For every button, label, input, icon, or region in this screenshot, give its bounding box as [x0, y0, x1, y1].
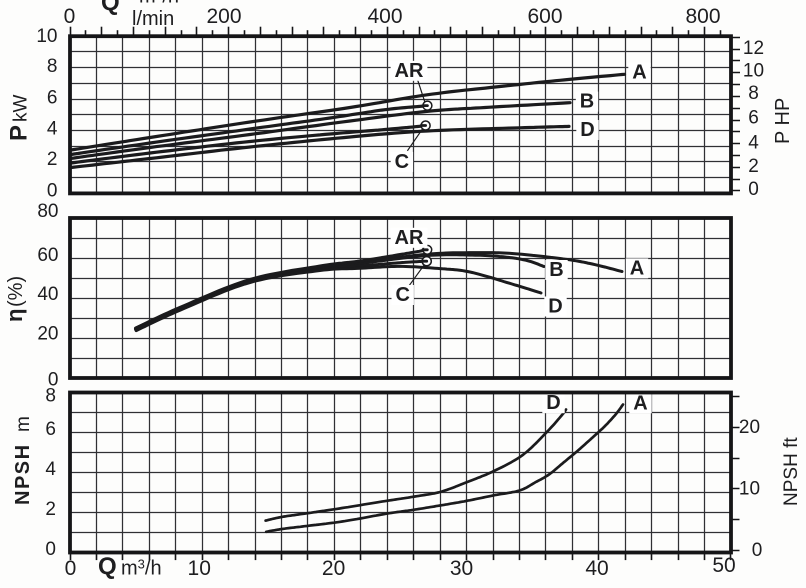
svg-text:NPSH: NPSH — [12, 443, 34, 505]
svg-text:4: 4 — [748, 132, 759, 153]
svg-text:A: A — [633, 392, 647, 414]
svg-text:6: 6 — [45, 419, 56, 440]
svg-text:10: 10 — [739, 479, 760, 500]
svg-text:P: P — [6, 125, 33, 141]
svg-text:C: C — [395, 151, 409, 173]
svg-text:2: 2 — [45, 499, 56, 520]
svg-text:0: 0 — [47, 181, 58, 202]
svg-text:C: C — [395, 284, 409, 306]
svg-text:10: 10 — [36, 26, 57, 47]
svg-text:400: 400 — [367, 5, 402, 28]
svg-text:20: 20 — [322, 557, 345, 580]
svg-text:m³/h: m³/h — [139, 0, 179, 8]
svg-text:8: 8 — [47, 56, 58, 77]
svg-text:4: 4 — [47, 118, 58, 139]
svg-text:P HP: P HP — [772, 98, 794, 144]
svg-text:6: 6 — [748, 108, 759, 129]
svg-text:B: B — [580, 91, 594, 113]
svg-text:0: 0 — [752, 540, 763, 561]
svg-text:0: 0 — [748, 179, 759, 200]
svg-text:8: 8 — [45, 386, 56, 407]
svg-text:D: D — [580, 119, 594, 141]
svg-text:AR: AR — [395, 60, 424, 82]
svg-text:B: B — [549, 259, 563, 281]
svg-text:2: 2 — [47, 149, 58, 170]
svg-text:4: 4 — [45, 459, 56, 480]
svg-text:0: 0 — [64, 5, 76, 28]
svg-text:10: 10 — [743, 61, 764, 82]
svg-text:D: D — [548, 296, 562, 318]
svg-text:40: 40 — [37, 284, 58, 305]
svg-text:A: A — [632, 62, 646, 84]
svg-text:30: 30 — [450, 557, 473, 580]
svg-text:600: 600 — [527, 5, 562, 28]
svg-text:Q: Q — [98, 553, 117, 580]
svg-text:0: 0 — [45, 539, 56, 560]
svg-text:6: 6 — [47, 87, 58, 108]
svg-text:40: 40 — [585, 557, 608, 580]
svg-text:2: 2 — [748, 156, 759, 177]
svg-text:A: A — [630, 257, 644, 279]
svg-text:8: 8 — [748, 83, 759, 104]
svg-text:η: η — [2, 309, 27, 322]
svg-text:80: 80 — [37, 201, 58, 222]
svg-text:20: 20 — [37, 324, 58, 345]
svg-text:12: 12 — [743, 38, 764, 59]
svg-text:NPSH ft: NPSH ft — [781, 437, 802, 506]
svg-text:D: D — [546, 392, 560, 414]
svg-text:60: 60 — [37, 245, 58, 266]
svg-text:m: m — [13, 416, 34, 432]
svg-text:AR: AR — [395, 227, 424, 249]
svg-text:kW: kW — [11, 95, 32, 123]
svg-text:10: 10 — [188, 557, 211, 580]
svg-text:20: 20 — [739, 417, 760, 438]
svg-text:0: 0 — [65, 557, 77, 580]
svg-text:l/min: l/min — [132, 8, 174, 30]
svg-text:m3/h: m3/h — [121, 557, 162, 580]
svg-text:200: 200 — [206, 5, 241, 28]
svg-text:Q: Q — [101, 0, 120, 16]
svg-text:50: 50 — [712, 554, 735, 577]
svg-text:800: 800 — [685, 5, 720, 28]
svg-text:(%): (%) — [5, 276, 27, 307]
svg-text:0: 0 — [48, 370, 59, 391]
